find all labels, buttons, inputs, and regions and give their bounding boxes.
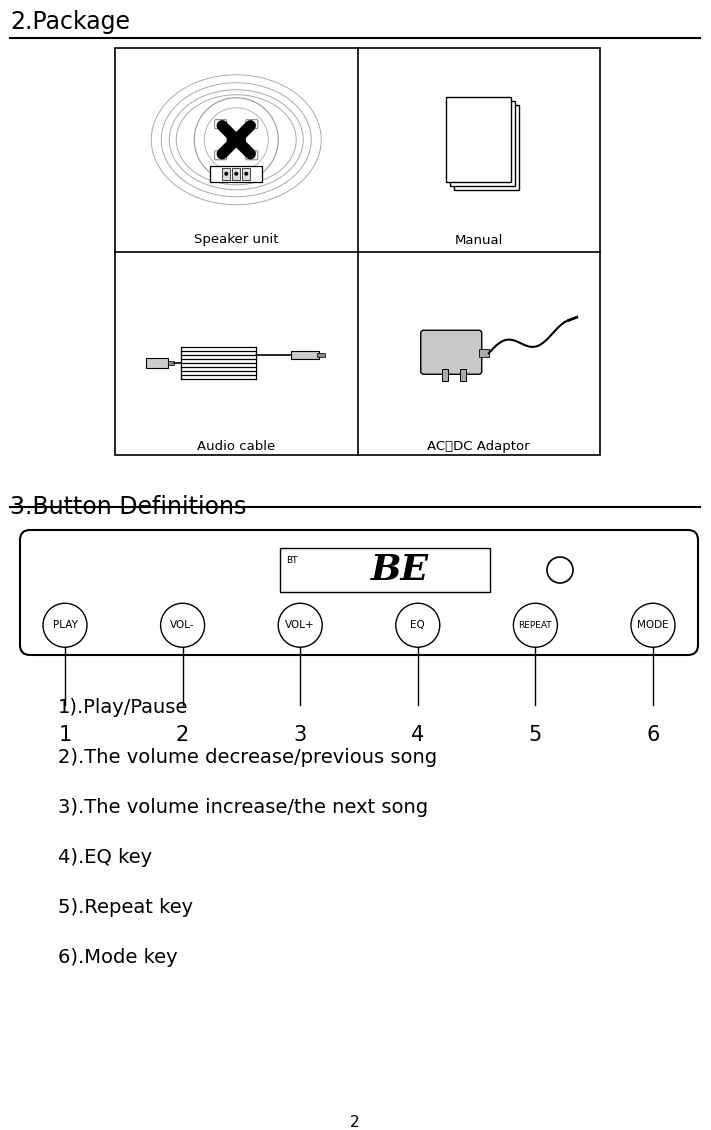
Circle shape (234, 172, 238, 176)
Bar (447, 97, 511, 182)
Text: 2).The volume decrease/previous song: 2).The volume decrease/previous song (58, 748, 437, 767)
Bar (317, 354, 325, 357)
Text: 1).Play/Pause: 1).Play/Pause (58, 698, 188, 718)
Text: Manual: Manual (454, 234, 503, 246)
Bar (242, 167, 250, 180)
Text: 3: 3 (294, 725, 307, 745)
Bar (223, 167, 230, 180)
FancyBboxPatch shape (215, 150, 227, 159)
Bar (210, 166, 262, 182)
Text: 4).EQ key: 4).EQ key (58, 848, 152, 867)
Text: REPEAT: REPEAT (518, 620, 552, 629)
Text: 3.Button Definitions: 3.Button Definitions (10, 495, 247, 519)
Text: 1: 1 (58, 725, 72, 745)
Bar (479, 349, 488, 357)
Text: VOL+: VOL+ (285, 620, 315, 631)
Bar (280, 548, 490, 592)
Text: Speaker unit: Speaker unit (194, 234, 279, 246)
Bar (450, 102, 515, 186)
FancyBboxPatch shape (246, 120, 258, 129)
Circle shape (224, 172, 228, 176)
Text: BT: BT (286, 556, 297, 565)
Bar (292, 351, 319, 359)
Text: 2: 2 (351, 1115, 360, 1130)
Bar (115, 47, 600, 455)
Bar (454, 105, 519, 190)
Text: Audio cable: Audio cable (197, 440, 275, 453)
Bar (460, 370, 466, 381)
Text: 6).Mode key: 6).Mode key (58, 948, 178, 967)
Text: 3).The volume increase/the next song: 3).The volume increase/the next song (58, 798, 428, 817)
Bar (442, 370, 448, 381)
Bar (169, 362, 174, 365)
FancyBboxPatch shape (421, 330, 482, 374)
Bar (146, 358, 169, 368)
Text: 6: 6 (646, 725, 660, 745)
FancyBboxPatch shape (20, 530, 698, 655)
Text: EQ: EQ (410, 620, 425, 631)
Text: MODE: MODE (637, 620, 669, 631)
Text: PLAY: PLAY (53, 620, 77, 631)
Ellipse shape (228, 132, 245, 147)
Text: 2.Package: 2.Package (10, 10, 130, 34)
Text: AC／DC Adaptor: AC／DC Adaptor (427, 440, 530, 453)
FancyBboxPatch shape (246, 150, 258, 159)
Bar (232, 167, 240, 180)
Text: 4: 4 (411, 725, 424, 745)
Circle shape (245, 172, 248, 176)
Text: 5).Repeat key: 5).Repeat key (58, 898, 193, 918)
FancyBboxPatch shape (215, 120, 227, 129)
Text: 5: 5 (529, 725, 542, 745)
Text: 2: 2 (176, 725, 189, 745)
Text: BE: BE (371, 553, 429, 586)
Text: VOL-: VOL- (171, 620, 195, 631)
